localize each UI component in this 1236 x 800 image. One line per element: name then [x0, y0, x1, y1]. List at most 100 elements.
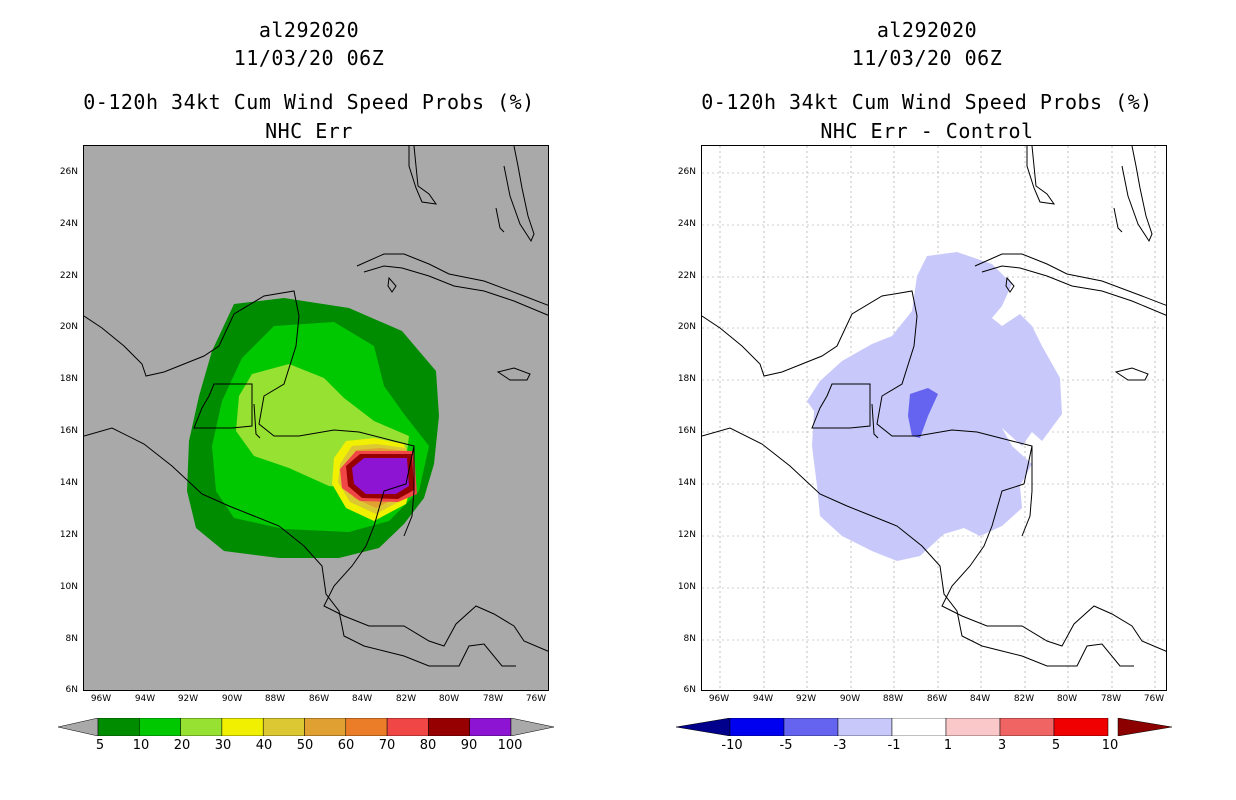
lat-label: 6N: [65, 685, 78, 695]
colorbar-cell: [386, 718, 429, 736]
left-panel: al292020 11/03/20 06Z 0-120h 34kt Cum Wi…: [58, 18, 554, 753]
left-storm-id: al292020: [258, 18, 360, 42]
colorbar-label: 5: [1051, 738, 1061, 753]
gridlines: [702, 146, 1166, 690]
lon-label: 84W: [969, 694, 991, 704]
colorbar-cell: [945, 718, 1001, 736]
lon-label: 80W: [1056, 694, 1078, 704]
right-product-title: 0-120h 34kt Cum Wind Speed Probs (%): [701, 90, 1153, 114]
lat-label: 12N: [677, 530, 696, 540]
lon-label: 92W: [177, 694, 199, 704]
colorbar-label: -5: [779, 738, 793, 753]
left-map: [83, 145, 549, 691]
colorbar-label: 40: [255, 738, 273, 753]
lat-label: 14N: [677, 478, 696, 488]
colorbar-overflow: [1117, 718, 1172, 736]
right-subtitle: NHC Err - Control: [820, 119, 1034, 143]
colorbar-label: 100: [497, 738, 523, 753]
lat-label: 16N: [677, 426, 696, 436]
colorbar-overflow: [510, 718, 554, 736]
lat-label: 8N: [683, 634, 696, 644]
right-map: [701, 145, 1167, 691]
lon-label: 78W: [482, 694, 504, 704]
colorbar-label: 30: [214, 738, 232, 753]
colorbar-label: 3: [997, 738, 1007, 753]
colorbar-underflow: [58, 718, 99, 736]
lat-label: 22N: [677, 271, 696, 281]
colorbar-label: 60: [337, 738, 355, 753]
lon-label: 90W: [221, 694, 243, 704]
lon-label: 94W: [752, 694, 774, 704]
diff-contour-minus1: [807, 252, 1062, 561]
colorbar-cell: [304, 718, 347, 736]
lon-label: 78W: [1100, 694, 1122, 704]
colorbar-label: 10: [132, 738, 150, 753]
lat-label: 26N: [59, 167, 78, 177]
lat-label: 16N: [59, 426, 78, 436]
colorbar-cell: [97, 718, 140, 736]
lat-label: 20N: [677, 322, 696, 332]
colorbar-label: 20: [173, 738, 191, 753]
lon-label: 90W: [839, 694, 861, 704]
lat-label: 10N: [677, 582, 696, 592]
colorbar-cell: [891, 718, 947, 736]
colorbar-label: -3: [833, 738, 847, 753]
colorbar-cell: [262, 718, 305, 736]
lat-label: 8N: [65, 634, 78, 644]
lon-label: 76W: [1143, 694, 1165, 704]
right-colorbar: [676, 718, 1172, 736]
lat-label: 14N: [59, 478, 78, 488]
colorbar-label: -10: [721, 738, 743, 753]
colorbar-cell: [729, 718, 785, 736]
lat-label: 12N: [59, 530, 78, 540]
lat-label: 26N: [677, 167, 696, 177]
lat-label: 24N: [59, 219, 78, 229]
right-storm-id: al292020: [876, 18, 978, 42]
colorbar-label: 80: [419, 738, 437, 753]
lat-label: 20N: [59, 322, 78, 332]
lon-label: 96W: [90, 694, 112, 704]
colorbar-cell: [999, 718, 1055, 736]
coastlines: [84, 146, 548, 667]
colorbar-cell: [428, 718, 470, 736]
lat-label: 22N: [59, 271, 78, 281]
right-panel: al292020 11/03/20 06Z 0-120h 34kt Cum Wi…: [618, 0, 1236, 800]
lon-label: 94W: [134, 694, 156, 704]
right-datetime: 11/03/20 06Z: [851, 46, 1003, 70]
lon-label: 84W: [351, 694, 373, 704]
lon-label: 86W: [926, 694, 948, 704]
colorbar-cell: [469, 718, 512, 736]
left-subtitle: NHC Err: [265, 119, 353, 143]
colorbar-cell: [783, 718, 839, 736]
colorbar-underflow: [676, 718, 731, 736]
lon-label: 76W: [525, 694, 547, 704]
lat-label: 18N: [677, 374, 696, 384]
prob-contour-100: [352, 458, 409, 494]
lon-label: 96W: [708, 694, 730, 704]
colorbar-cell: [139, 718, 181, 736]
lon-label: 82W: [395, 694, 417, 704]
coastlines: [702, 146, 1166, 667]
lon-label: 80W: [438, 694, 460, 704]
left-datetime: 11/03/20 06Z: [233, 46, 385, 70]
lat-label: 10N: [59, 582, 78, 592]
colorbar-cell: [180, 718, 223, 736]
lat-label: 24N: [677, 219, 696, 229]
lon-label: 92W: [795, 694, 817, 704]
lon-label: 82W: [1013, 694, 1035, 704]
left-colorbar: [58, 718, 554, 736]
colorbar-cell: [837, 718, 893, 736]
colorbar-cell: [345, 718, 388, 736]
lon-label: 88W: [264, 694, 286, 704]
left-product-title: 0-120h 34kt Cum Wind Speed Probs (%): [83, 90, 535, 114]
colorbar-label: 90: [460, 738, 478, 753]
colorbar-label: -1: [887, 738, 901, 753]
colorbar-label: 1: [943, 738, 953, 753]
colorbar-cell: [221, 718, 264, 736]
colorbar-label: 10: [1101, 738, 1119, 753]
lon-label: 88W: [882, 694, 904, 704]
colorbar-label: 50: [296, 738, 314, 753]
lat-label: 18N: [59, 374, 78, 384]
colorbar-label: 5: [95, 738, 105, 753]
colorbar-label: 70: [378, 738, 396, 753]
